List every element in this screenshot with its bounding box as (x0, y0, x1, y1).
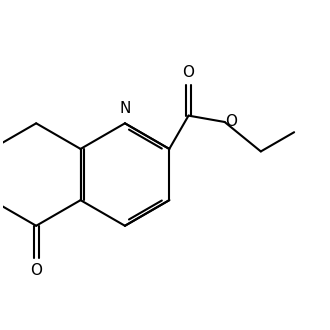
Text: N: N (119, 101, 131, 116)
Text: O: O (225, 115, 238, 129)
Text: O: O (30, 263, 42, 278)
Text: O: O (182, 65, 194, 80)
